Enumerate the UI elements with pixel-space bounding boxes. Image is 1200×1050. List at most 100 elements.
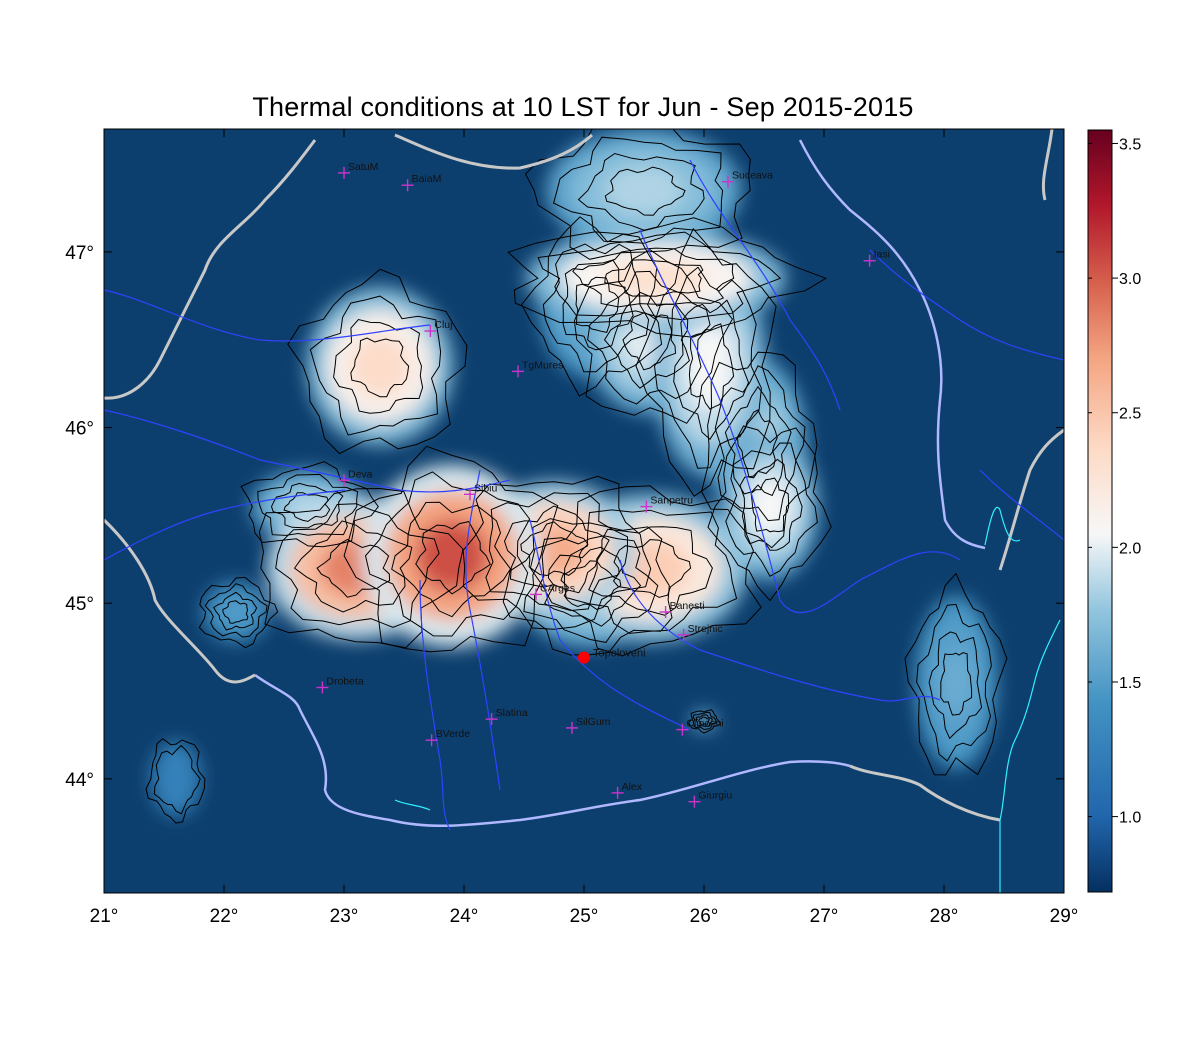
contour-line [553,136,724,244]
contour-line [391,501,512,618]
contour-line [521,216,663,397]
contour-line [213,591,258,631]
x-tick-label: 26° [690,906,719,927]
contour-line [904,572,1008,776]
station-label: Slatina [496,707,528,719]
contour-line [145,737,206,824]
contour-line [701,351,818,549]
station-alex: Alex [611,781,643,799]
contour-line [695,714,713,728]
thermal-core [604,166,684,215]
x-tick-label: 22° [210,906,239,927]
contour-line [350,337,410,398]
contour-line [736,409,778,479]
contour-line [283,492,331,522]
x-tick-label: 28° [930,906,959,927]
border-moldova-south [998,428,1064,571]
contour-line [916,603,992,762]
station-tgmures: TgMures [512,359,563,378]
station-label: BaiaM [412,173,442,185]
contour-line [364,471,531,637]
river-arges [529,519,691,731]
contour-line [485,492,629,612]
station-deva: Deva [338,468,373,487]
romania-border [254,139,986,828]
contour-line [257,473,359,536]
y-axis-ticks: 44° 45° 46° 47° [65,243,1064,791]
contour-line [270,482,344,529]
colorbar-label: 1.0 [1119,810,1141,827]
contour-line [635,227,777,497]
colorbar-label: 3.5 [1119,136,1141,153]
river-olt [465,469,501,791]
map-title: Thermal conditions at 10 LST for Jun - S… [252,92,914,122]
station-sanpetru: Sanpetru [640,495,693,513]
contour-line [588,526,713,616]
topoloveni-label: Topoloveni [593,648,646,660]
station-label: SilGum [576,716,611,728]
contour-line [507,217,827,338]
station-baiam: BaiaM [401,173,442,192]
contour-line [537,231,782,321]
station-strejnic: Strejnic [677,623,723,641]
station-satum: SatuM [338,161,378,179]
contour-line [622,312,677,371]
contour-line [724,385,792,497]
x-tick-label: 25° [570,906,599,927]
station-label: BVerde [436,728,471,740]
contour-line [692,711,717,730]
border-ukraine-east [1041,129,1054,201]
thermal-core [750,477,790,536]
thermal-core [939,648,973,717]
contour-line [222,600,249,624]
contour-line [503,505,610,594]
river-siret [639,229,961,614]
contour-line [612,539,692,598]
contour-line [928,631,983,740]
danube-delta-lakes [984,507,1021,546]
river-nistru [979,469,1064,541]
y-tick-label: 44° [65,770,94,791]
danube-lake-west [394,799,431,811]
contour-line [343,445,559,653]
river-moldova [689,159,841,411]
contour-line [587,270,711,405]
map-area [104,129,1064,893]
contour-line [739,458,803,551]
contour-line [707,425,832,602]
station-label: Deva [348,468,373,480]
river-somes [104,289,431,342]
y-tick-label: 47° [65,243,94,264]
contour-line [575,276,620,333]
y-tick-label: 46° [65,419,94,440]
station-giurgiu: Giurgiu [688,790,732,808]
coastline [394,507,1061,893]
river-timis [104,489,346,561]
station-label: Clinceni [686,718,723,730]
contour-line [572,247,735,308]
rivers [104,159,1064,831]
station-drobeta: Drobeta [316,676,364,694]
border-prut [798,139,986,550]
contour-line [604,166,686,216]
station-label: Iasi [874,249,890,261]
contour-line [714,365,806,522]
black-sea-coast [999,619,1061,821]
stations: SatuM BaiaM Suceava Iasi Cluj TgMures Deva Sibi… [316,161,890,808]
border-bulgaria-east [849,764,1001,822]
x-tick-label: 21° [90,906,119,927]
border-ukraine-north [394,133,593,170]
station-label: Strejnic [688,623,723,635]
contour-line [293,520,413,613]
topoloveni-marker [578,651,590,664]
colorbar-label: 1.5 [1119,675,1141,692]
station-label: Drobeta [326,676,364,688]
station-banesti: Banesti [659,600,705,618]
x-axis-ticks: 21° 22° 23° 24° 25° 26° 27° 28° 29° [90,129,1078,927]
station-slatina: Slatina [485,707,528,726]
river-ialomita [619,559,941,702]
station-label: Cluj [434,319,452,331]
station-label: Sanpetru [650,495,693,507]
contour-line [563,509,738,634]
station-silgum: SilGum [566,716,611,734]
